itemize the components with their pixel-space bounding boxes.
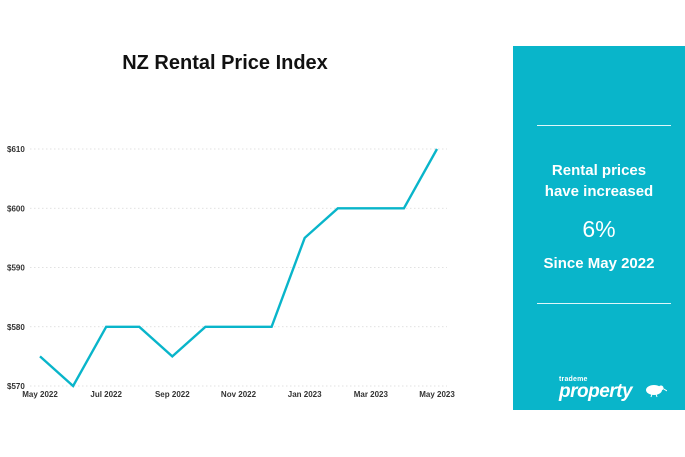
line-chart: $570 $580 $590 $600 $610 May 2022 Jul 2022 Sep…	[7, 145, 455, 399]
chart-title: NZ Rental Price Index	[122, 52, 328, 74]
summary-panel: Rental prices have increased 6% Since Ma…	[513, 46, 685, 410]
bottom-divider	[537, 303, 671, 304]
x-tick-label: Nov 2022	[221, 390, 257, 399]
kiwi-bird-icon	[646, 385, 667, 398]
y-tick-label: $580	[7, 323, 25, 332]
y-tick-label: $590	[7, 264, 25, 273]
x-tick-label: Sep 2022	[155, 390, 190, 399]
y-tick-label: $600	[7, 204, 25, 213]
y-tick-label: $610	[7, 145, 25, 154]
summary-line-2: have increased	[544, 183, 654, 200]
summary-percent: 6%	[582, 216, 616, 242]
x-tick-label: Jul 2022	[90, 390, 122, 399]
summary-since: Since May 2022	[543, 255, 655, 272]
x-tick-label: Jan 2023	[288, 390, 322, 399]
trademe-property-logo: trademe property	[559, 376, 669, 402]
x-tick-label: Mar 2023	[354, 390, 389, 399]
series-line	[39, 148, 439, 388]
y-tick-label: $570	[7, 382, 25, 391]
x-tick-label: May 2023	[419, 390, 455, 399]
logo-small-text: trademe	[559, 376, 588, 383]
top-divider	[537, 125, 671, 126]
summary-line-1: Rental prices	[551, 162, 647, 179]
logo-big-text: property	[559, 381, 633, 402]
x-tick-label: May 2022	[22, 390, 58, 399]
